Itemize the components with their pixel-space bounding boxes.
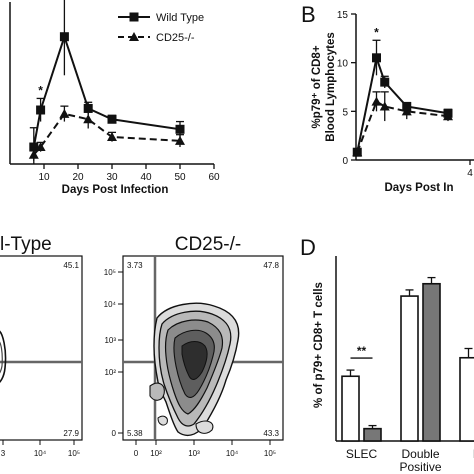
panel-a-series-cd25-point [35,142,46,152]
panel-c-right-contours [149,302,240,437]
panel-d-category-label: Positive [399,460,441,474]
contour-isle-2 [195,420,214,434]
panel-a-series-cd25-point [83,114,94,124]
panel-a-x-tick-label: 30 [106,172,118,183]
panel-a-x-tick-label: 60 [208,172,220,183]
panel-d-bar [363,427,382,442]
panel-b-series-cd25-point [371,96,382,106]
panel-b-y-tick-label: 0 [342,156,348,167]
panel-c-right-x-tick-label: 10⁴ [226,449,239,458]
legend-wild-type-label: Wild Type [156,12,204,24]
legend-wild-type-marker [129,12,139,22]
panel-a-x-tick-label: 50 [174,172,186,183]
panel-c-right-x-tick-label: 0 [134,449,139,458]
panel-d-label: D [300,235,316,260]
panel-d-bar [341,375,360,442]
panel-c-left-x-tick-label: 10⁵ [68,449,80,458]
panel-c-right-y-tick-label: 10² [104,368,116,377]
panel-c-left-contour-inner [0,341,3,374]
panel-c-right-y-tick-label: 10⁴ [104,300,117,309]
panel-a-x-tick-label: 10 [38,172,50,183]
panel-b-series-cd25-point [352,147,363,157]
panel-b-y-tick-label: 10 [337,59,349,70]
panel-a-series-cd25-point [59,108,70,118]
panel-b-series-wild-type-point [380,77,390,87]
panel-c-left-x-tick-label: 10⁴ [34,449,47,458]
panel-c-right-lower-left-pct: 5.38 [127,429,143,438]
panel-b-y-tick-label: 15 [337,10,349,21]
panel-a-series-wild-type-point [107,114,117,124]
panel-c-right-y-tick-label: 0 [112,429,117,438]
panel-b-x-axis-label: Days Post In [384,182,453,194]
panel-b-x-tick-label: 4 [467,168,473,179]
panel-d-bar [459,356,474,442]
panel-c-right-lower-right-pct: 43.3 [263,429,279,438]
panel-c-left-contour [0,330,7,384]
panel-a-series-cd25-point [107,132,117,141]
panel-d-category-label: SLEC [346,447,378,461]
panel-a-series-wild-type-point [175,124,185,134]
legend-cd25-label: CD25-/- [156,32,195,44]
panel-a-series-wild-type-line [32,33,181,148]
panel-c-right-x-tick-label: 10⁵ [264,449,276,458]
panel-a-series-wild-type-point [83,103,93,113]
panel-b-y-axis-label-line2: Blood Lymphocytes [325,32,337,141]
panel-b-series-cd25-point [401,106,412,116]
panel-d-category-label: MI [473,447,474,461]
panel-c-left-x-tick-label: 3 [1,449,6,458]
panel-c-right-title: CD25-/- [175,234,242,255]
panel-a-series-wild-type-point [29,142,39,152]
panel-c-right-frame [122,255,284,441]
panel-d-bar [400,295,419,442]
panel-b-line-chart: B 0 5 10 15 4 * %p79⁺ of CD8+ Blood Lymphocyt… [301,2,474,194]
panel-a-series-cd25-point [28,149,39,159]
legend-cd25-marker [129,32,139,41]
panel-b-y-tick-label: 5 [342,107,348,118]
panel-a-x-tick-label: 40 [140,172,152,183]
panel-c-right-upper-right-pct: 47.8 [263,261,279,270]
panel-c-cd25-flow-plot: CD25-/- 3.73 47.8 5.38 43.3 10⁵ 10⁴ 10³ 10²… [104,234,284,458]
panel-a-x-tick-label: 20 [72,172,84,183]
panel-c-left-frame [0,255,83,441]
panel-b-significance: * [374,25,379,39]
panel-c-right-x-tick-label: 10³ [188,449,200,458]
panel-c-wild-type-flow-plot: l-Type 45.1 27.9 3 10⁴ 10⁵ [0,234,83,458]
panel-c-left-upper-right-pct: 45.1 [63,261,79,270]
panel-a-legend: Wild Type CD25-/- [118,12,204,44]
contour-isle-1 [149,382,165,401]
panel-c-right-upper-left-pct: 3.73 [127,261,143,270]
panel-c-right-y-tick-label: 10³ [104,336,116,345]
contour-core [181,341,208,380]
panel-d-bar [422,282,441,442]
panel-b-series-wild-type-point [372,53,381,63]
panel-b-series-cd25-line [356,100,449,153]
panel-d-significance: ** [357,344,367,358]
contour-isle-3 [157,415,168,426]
panel-c-right-y-tick-label: 10⁵ [104,268,116,277]
panel-c-left-lower-right-pct: 27.9 [63,429,79,438]
panel-b-y-axis-label-line1: %p79⁺ of CD8+ [311,45,323,128]
panel-d-category-label: Double [401,447,439,461]
panel-a-x-axis-label: Days Post Infection [62,184,169,196]
panel-a-series-cd25-point [175,135,185,145]
panel-b-series-cd25-point [379,101,390,111]
panel-c-left-title: l-Type [0,234,52,255]
panel-a-series-wild-type-point [36,105,46,115]
panel-b-series-cd25-point [443,111,453,121]
panel-a-series-cd25-line [33,112,181,156]
panel-a-series-wild-type-point [59,32,69,42]
panel-d-y-axis-label: % of p79+ CD8+ T cells [313,282,325,408]
panel-a-significance: * [38,83,43,97]
panel-b-label: B [301,2,316,27]
panel-c-right-x-tick-label: 10² [150,449,162,458]
